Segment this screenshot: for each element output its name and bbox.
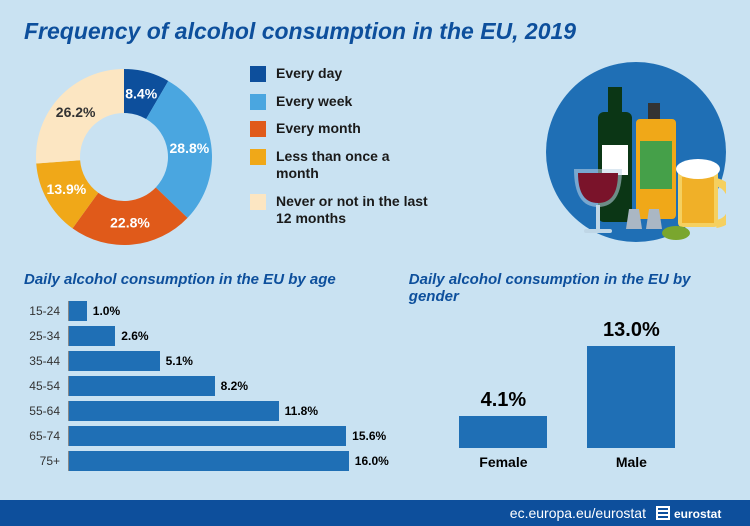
age-category-label: 65-74 [24,429,68,443]
age-bar-row: 35-44 5.1% [24,348,389,373]
gender-category-label: Female [479,454,527,470]
legend-swatch [250,121,266,137]
age-bar [69,326,115,346]
age-bar-value: 15.6% [352,429,386,443]
age-bar-row: 75+ 16.0% [24,448,389,473]
age-bar [69,401,279,421]
donut-slice-label: 13.9% [47,181,87,197]
legend-label: Every day [276,65,342,83]
page-title: Frequency of alcohol consumption in the … [24,18,726,45]
donut-slice-label: 8.4% [125,85,157,101]
age-bar [69,301,87,321]
age-bar-row: 65-74 15.6% [24,423,389,448]
gender-bar [587,346,675,448]
age-category-label: 55-64 [24,404,68,418]
donut-legend: Every day Every week Every month Less than … [250,57,510,228]
age-category-label: 45-54 [24,379,68,393]
age-bar-value: 2.6% [121,329,148,343]
drinks-illustration [526,57,726,267]
donut-slice-label: 22.8% [110,215,150,231]
age-category-label: 15-24 [24,304,68,318]
age-category-label: 25-34 [24,329,68,343]
gender-bar-col: 13.0% Male [587,319,675,470]
gender-category-label: Male [616,454,647,470]
legend-row: Every month [250,120,510,138]
gender-bar-value: 13.0% [603,319,660,342]
age-bar-row: 45-54 8.2% [24,373,389,398]
eurostat-logo: eurostat [656,504,726,522]
age-bar-value: 5.1% [166,354,193,368]
svg-text:eurostat: eurostat [674,507,721,521]
age-bar-value: 1.0% [93,304,120,318]
age-bar-value: 16.0% [355,454,389,468]
age-chart: Daily alcohol consumption in the EU by a… [24,271,389,473]
gender-chart: Daily alcohol consumption in the EU by g… [409,271,726,473]
age-chart-title: Daily alcohol consumption in the EU by a… [24,271,389,288]
legend-label: Every month [276,120,361,138]
legend-swatch [250,194,266,210]
legend-row: Never or not in the last 12 months [250,193,510,228]
age-bar-row: 25-34 2.6% [24,323,389,348]
age-bar [69,426,346,446]
age-bar [69,376,215,396]
donut-chart: 8.4% 28.8% 22.8% 13.9% 26.2% [24,57,234,262]
age-category-label: 35-44 [24,354,68,368]
age-bar [69,451,349,471]
age-bar-row: 15-24 1.0% [24,298,389,323]
legend-label: Every week [276,93,352,111]
age-bar-value: 11.8% [285,404,318,418]
footer-text: ec.europa.eu/eurostat [510,505,646,521]
gender-chart-title: Daily alcohol consumption in the EU by g… [409,271,726,305]
gender-bar-value: 4.1% [481,389,527,412]
donut-slice-label: 28.8% [170,140,210,156]
gender-bar [459,416,547,448]
bottom-row: Daily alcohol consumption in the EU by a… [24,271,726,473]
legend-label: Less than once a month [276,148,436,183]
legend-label: Never or not in the last 12 months [276,193,436,228]
legend-row: Every day [250,65,510,83]
age-category-label: 75+ [24,454,68,468]
age-bar [69,351,160,371]
gender-bar-col: 4.1% Female [459,389,547,470]
legend-row: Less than once a month [250,148,510,183]
footer-bar: ec.europa.eu/eurostat eurostat [0,500,750,526]
age-bar-row: 55-64 11.8% [24,398,389,423]
age-bar-value: 8.2% [221,379,248,393]
top-row: 8.4%28.8%22.8%13.9%26.2% Every dayEvery … [24,57,726,267]
legend-row: Every week [250,93,510,111]
donut-slice-label: 26.2% [56,104,96,120]
infographic-page: Frequency of alcohol consumption in the … [0,0,750,526]
legend-swatch [250,94,266,110]
legend-swatch [250,66,266,82]
legend-swatch [250,149,266,165]
